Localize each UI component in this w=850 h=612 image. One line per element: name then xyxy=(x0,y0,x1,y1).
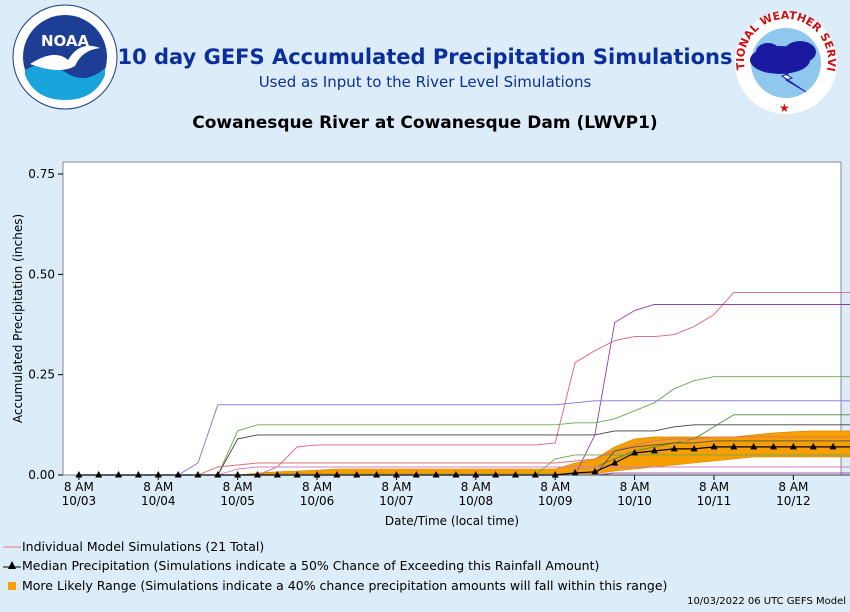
x-tick-label: 10/11 xyxy=(697,494,732,508)
median-point xyxy=(750,442,758,450)
median-point xyxy=(313,471,321,478)
y-tick-label: 0.50 xyxy=(28,267,55,281)
median-point xyxy=(571,468,579,476)
x-axis-label: Date/Time (local time) xyxy=(385,514,519,528)
median-point xyxy=(392,471,400,478)
x-tick-label: 8 AM xyxy=(381,480,411,494)
median-point xyxy=(214,471,222,478)
median-point xyxy=(293,471,301,478)
svg-text:★: ★ xyxy=(779,101,790,115)
legend-triangle-icon xyxy=(3,561,21,569)
median-point xyxy=(115,471,123,478)
x-tick-label: 10/10 xyxy=(617,494,652,508)
page-title: 10 day GEFS Accumulated Precipitation Si… xyxy=(117,45,733,69)
x-tick-label: 10/08 xyxy=(459,494,494,508)
median-point xyxy=(770,442,778,450)
median-point xyxy=(273,471,281,478)
x-tick-label: 8 AM xyxy=(620,480,650,494)
median-point xyxy=(432,471,440,478)
median-point xyxy=(670,444,678,452)
median-point xyxy=(650,446,658,454)
legend-square-icon xyxy=(8,582,16,590)
legend-label-range: More Likely Range (Simulations indicate … xyxy=(22,578,668,593)
median-point xyxy=(234,471,242,478)
median-point xyxy=(690,444,698,452)
x-tick-label: 10/03 xyxy=(62,494,97,508)
model-run-footer: 10/03/2022 06 UTC GEFS Model xyxy=(687,596,846,607)
y-tick-label: 0.75 xyxy=(28,167,55,181)
median-point xyxy=(134,471,142,478)
x-tick-label: 8 AM xyxy=(461,480,491,494)
x-tick-label: 10/06 xyxy=(300,494,335,508)
member-line xyxy=(78,424,850,476)
median-point xyxy=(373,471,381,478)
x-tick-label: 8 AM xyxy=(302,480,332,494)
median-point xyxy=(174,471,182,478)
median-point xyxy=(492,471,500,478)
median-point xyxy=(75,471,83,478)
member-line xyxy=(78,436,850,476)
median-point xyxy=(254,471,261,478)
y-tick-label: 0.25 xyxy=(28,368,55,382)
median-point xyxy=(452,471,460,478)
member-line xyxy=(78,376,850,476)
station-name: Cowanesque River at Cowanesque Dam (LWVP… xyxy=(192,113,658,133)
median-point xyxy=(194,471,202,478)
median-point xyxy=(829,442,837,450)
median-point xyxy=(710,442,718,450)
median-point xyxy=(551,471,559,478)
x-tick-label: 10/12 xyxy=(776,494,811,508)
median-point xyxy=(531,471,539,478)
median-point xyxy=(472,471,480,478)
median-point xyxy=(412,471,420,478)
median-point xyxy=(631,448,639,456)
x-tick-label: 8 AM xyxy=(699,480,729,494)
x-tick-label: 10/09 xyxy=(538,494,573,508)
y-tick-label: 0.00 xyxy=(28,468,55,482)
median-point xyxy=(789,442,797,450)
median-point xyxy=(611,458,619,466)
median-point xyxy=(353,471,361,478)
x-tick-label: 10/05 xyxy=(220,494,255,508)
median-point xyxy=(809,442,817,450)
median-point xyxy=(591,467,599,475)
noaa-logo: NOAA xyxy=(12,4,118,110)
page-subtitle: Used as Input to the River Level Simulat… xyxy=(258,73,592,91)
median-point xyxy=(333,471,341,478)
x-tick-label: 8 AM xyxy=(143,480,173,494)
legend-line-icon xyxy=(3,546,21,548)
x-tick-label: 8 AM xyxy=(540,480,570,494)
member-line xyxy=(78,466,850,476)
likely-range-band xyxy=(78,430,850,476)
member-line xyxy=(78,400,850,476)
x-tick-label: 8 AM xyxy=(223,480,253,494)
x-tick-label: 8 AM xyxy=(64,480,94,494)
legend-label-individual: Individual Model Simulations (21 Total) xyxy=(22,539,265,554)
legend-label-median: Median Precipitation (Simulations indica… xyxy=(22,558,600,573)
median-point xyxy=(95,471,103,478)
x-tick-label: 10/07 xyxy=(379,494,414,508)
median-point xyxy=(730,442,738,450)
plot-background xyxy=(62,161,842,476)
noaa-logo-text: NOAA xyxy=(41,32,90,50)
median-point xyxy=(154,471,162,478)
x-tick-label: 10/04 xyxy=(141,494,176,508)
y-axis-label: Accumulated Precipitation (inches) xyxy=(11,214,25,423)
member-line xyxy=(78,291,850,476)
x-tick-label: 8 AM xyxy=(778,480,808,494)
median-point xyxy=(512,471,520,478)
